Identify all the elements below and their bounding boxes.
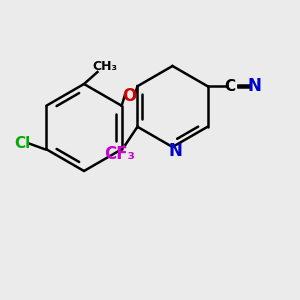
- Text: N: N: [247, 77, 261, 95]
- Text: O: O: [122, 87, 137, 105]
- Text: CH₃: CH₃: [92, 59, 118, 73]
- Text: C: C: [224, 79, 236, 94]
- Text: CF₃: CF₃: [104, 145, 135, 163]
- Text: Cl: Cl: [14, 136, 31, 151]
- Text: N: N: [169, 142, 182, 160]
